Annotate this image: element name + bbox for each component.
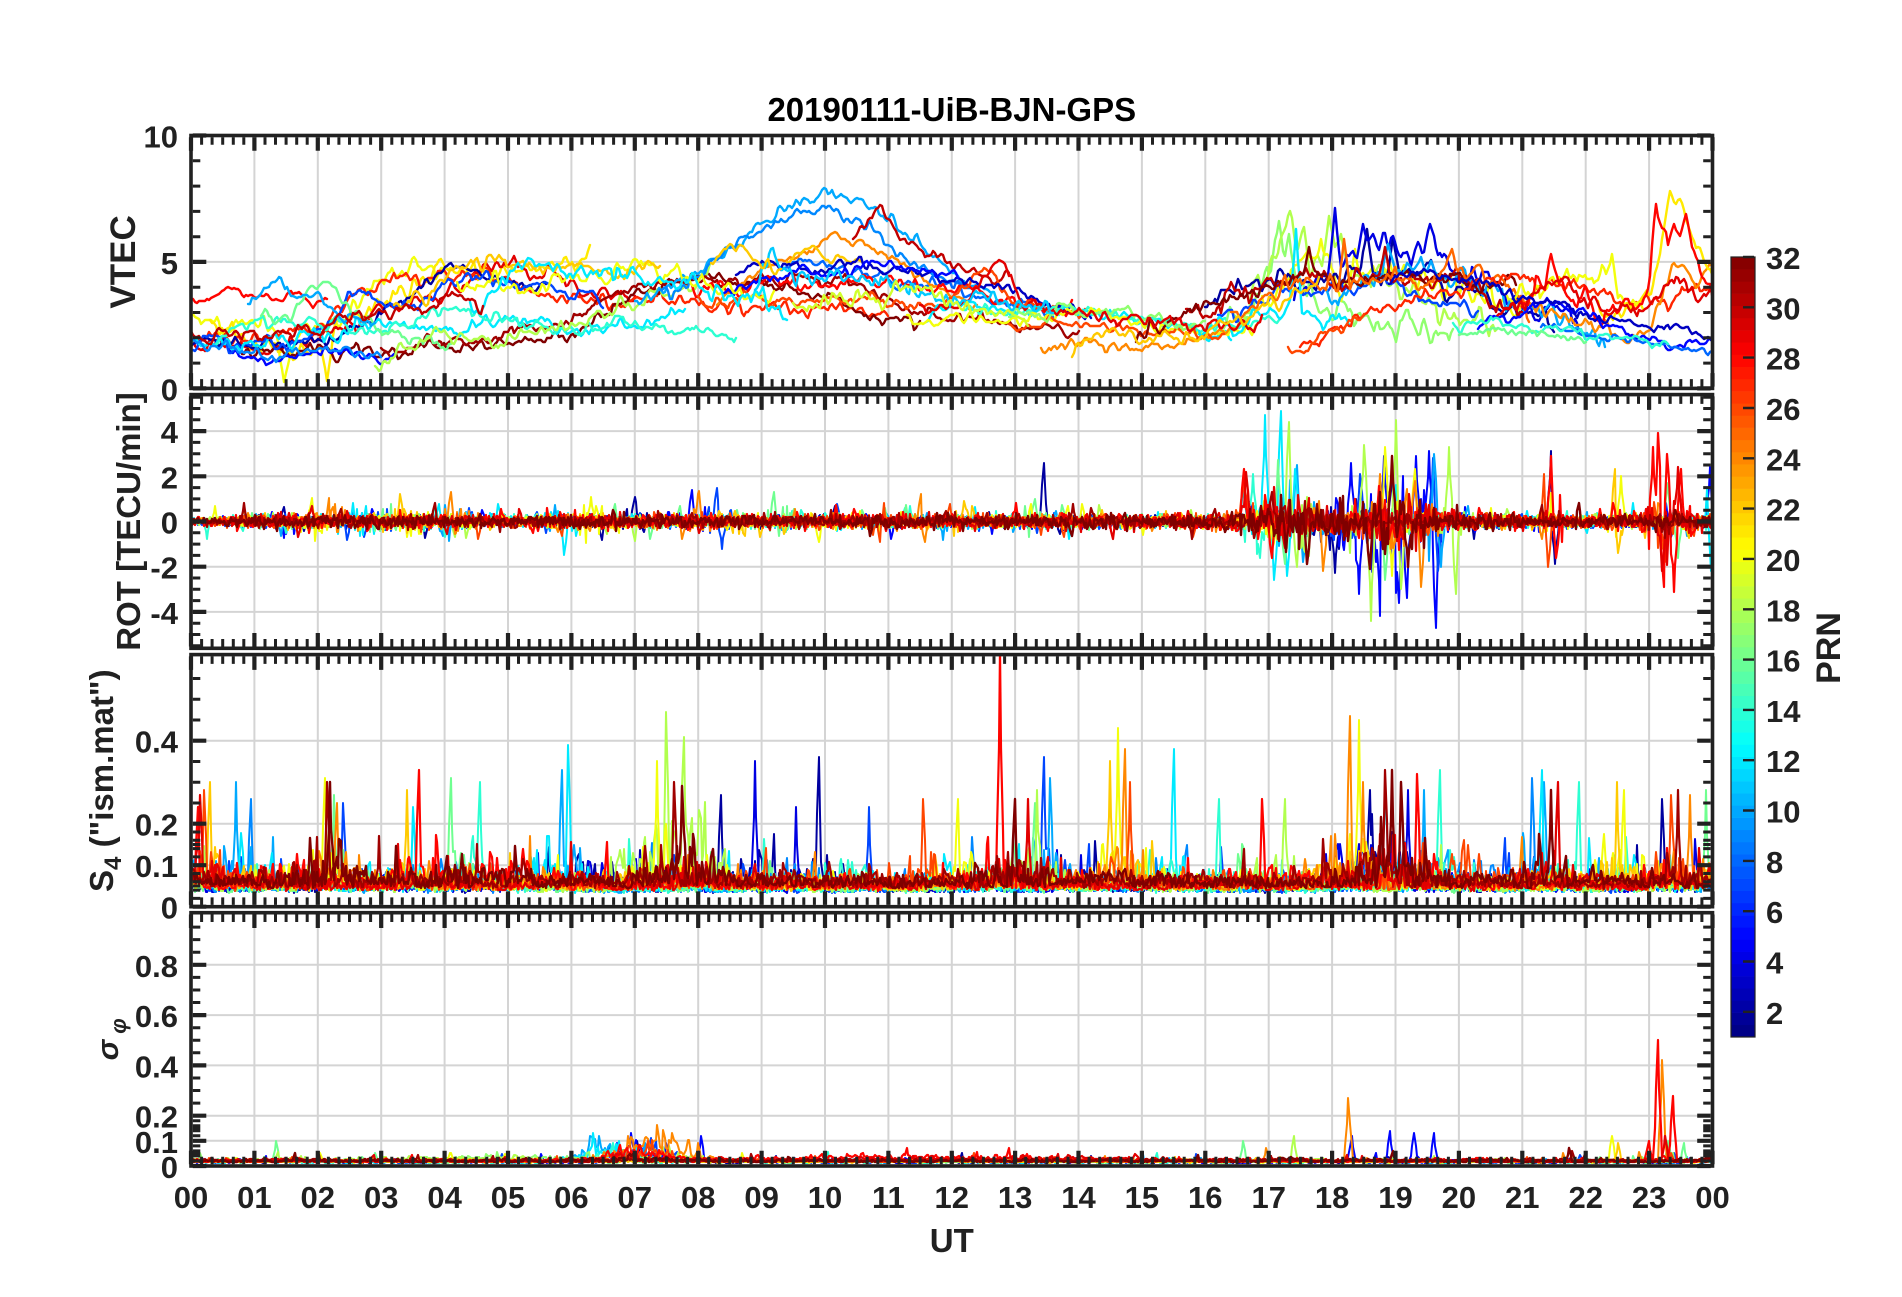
svg-text:0.1: 0.1 xyxy=(135,1125,178,1160)
svg-text:0: 0 xyxy=(161,891,178,926)
svg-text:0.4: 0.4 xyxy=(135,1049,179,1084)
svg-text:4: 4 xyxy=(161,415,179,450)
svg-text:03: 03 xyxy=(364,1180,398,1215)
svg-text:0: 0 xyxy=(161,1150,178,1185)
svg-text:10: 10 xyxy=(144,120,178,155)
svg-text:01: 01 xyxy=(237,1180,271,1215)
svg-text:23: 23 xyxy=(1632,1180,1666,1215)
svg-text:ROT [TECU/min]: ROT [TECU/min] xyxy=(110,392,147,650)
svg-text:14: 14 xyxy=(1766,694,1801,729)
svg-text:2: 2 xyxy=(1766,996,1783,1031)
svg-text:-2: -2 xyxy=(150,551,178,586)
svg-text:-4: -4 xyxy=(150,596,178,631)
svg-text:30: 30 xyxy=(1766,291,1800,326)
svg-text:20190111-UiB-BJN-GPS: 20190111-UiB-BJN-GPS xyxy=(767,91,1136,128)
svg-text:2: 2 xyxy=(161,460,178,495)
svg-text:10: 10 xyxy=(1766,795,1800,830)
svg-text:0.2: 0.2 xyxy=(135,1100,178,1135)
svg-text:21: 21 xyxy=(1505,1180,1539,1215)
svg-text:0: 0 xyxy=(161,506,178,541)
svg-text:11: 11 xyxy=(872,1180,905,1215)
svg-text:08: 08 xyxy=(681,1180,715,1215)
svg-text:18: 18 xyxy=(1315,1180,1349,1215)
svg-text:04: 04 xyxy=(427,1180,462,1215)
svg-text:06: 06 xyxy=(554,1180,588,1215)
svg-text:14: 14 xyxy=(1061,1180,1096,1215)
svg-text:24: 24 xyxy=(1766,442,1801,477)
svg-text:0.6: 0.6 xyxy=(135,999,178,1034)
svg-text:16: 16 xyxy=(1188,1180,1222,1215)
svg-text:00: 00 xyxy=(174,1180,208,1215)
svg-text:6: 6 xyxy=(1766,895,1783,930)
svg-text:0.4: 0.4 xyxy=(135,725,179,760)
svg-text:8: 8 xyxy=(1766,845,1783,880)
svg-text:02: 02 xyxy=(301,1180,335,1215)
svg-text:0.1: 0.1 xyxy=(135,849,178,884)
svg-text:UT: UT xyxy=(930,1222,974,1259)
svg-text:20: 20 xyxy=(1442,1180,1476,1215)
svg-text:28: 28 xyxy=(1766,342,1800,377)
svg-text:5: 5 xyxy=(161,246,178,281)
svg-text:4: 4 xyxy=(1766,946,1784,981)
svg-text:18: 18 xyxy=(1766,593,1800,628)
svg-text:16: 16 xyxy=(1766,644,1800,679)
svg-text:22: 22 xyxy=(1568,1180,1602,1215)
svg-text:19: 19 xyxy=(1378,1180,1412,1215)
svg-text:13: 13 xyxy=(998,1180,1032,1215)
svg-text:S4 ("ism.mat"): S4 ("ism.mat") xyxy=(83,669,127,892)
svg-text:12: 12 xyxy=(935,1180,969,1215)
svg-text:32: 32 xyxy=(1766,241,1800,276)
svg-text:PRN: PRN xyxy=(1810,612,1848,684)
svg-text:22: 22 xyxy=(1766,493,1800,528)
svg-text:0.2: 0.2 xyxy=(135,808,178,843)
svg-text:0.8: 0.8 xyxy=(135,949,178,984)
svg-text:20: 20 xyxy=(1766,543,1800,578)
svg-text:26: 26 xyxy=(1766,392,1800,427)
svg-text:0: 0 xyxy=(161,372,178,407)
svg-text:VTEC: VTEC xyxy=(104,215,143,308)
svg-text:05: 05 xyxy=(491,1180,525,1215)
svg-text:15: 15 xyxy=(1125,1180,1159,1215)
svg-text:17: 17 xyxy=(1251,1180,1285,1215)
svg-text:10: 10 xyxy=(808,1180,842,1215)
svg-text:12: 12 xyxy=(1766,744,1800,779)
svg-text:07: 07 xyxy=(618,1180,652,1215)
svg-text:09: 09 xyxy=(744,1180,778,1215)
svg-text:00: 00 xyxy=(1695,1180,1729,1215)
